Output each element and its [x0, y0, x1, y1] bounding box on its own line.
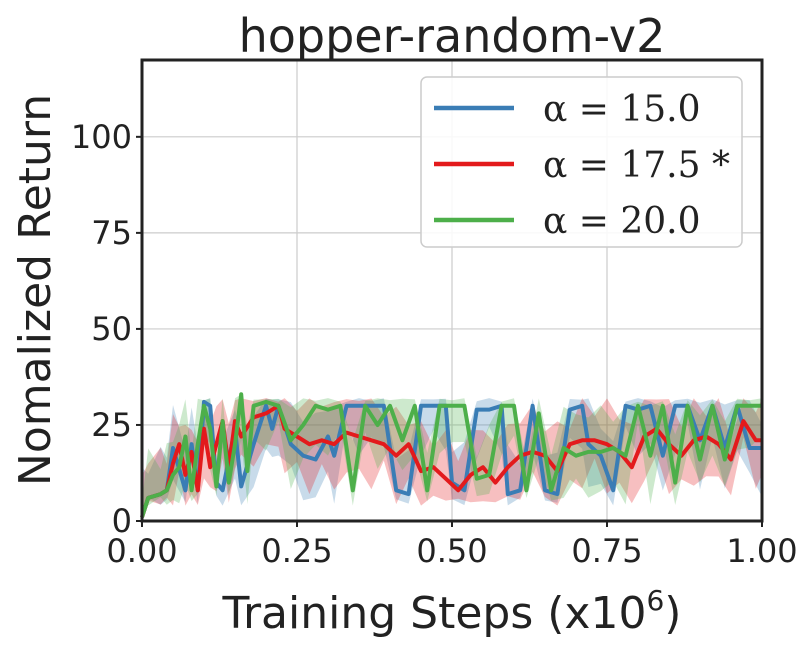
legend: α = 15.0 α = 17.5 * α = 20.0 — [420, 76, 743, 248]
confidence-band-1 — [142, 398, 762, 518]
y-tick-label: 0 — [112, 502, 132, 540]
confidence-bands — [142, 394, 762, 518]
x-tick-label: 0.50 — [416, 532, 487, 570]
x-axis-label-main: Training Steps (x10 — [222, 588, 647, 639]
y-tick-label: 25 — [91, 406, 132, 444]
x-axis-label-exponent: 6 — [646, 584, 664, 617]
legend-label: α = 20.0 — [543, 201, 701, 242]
confidence-band-3 — [142, 394, 762, 518]
series-line-3 — [140, 392, 762, 518]
y-tick-label: 100 — [71, 118, 132, 156]
y-axis-ticks: 0 25 50 75 100 — [71, 118, 142, 540]
chart-title: hopper-random-v2 — [239, 9, 666, 63]
x-tick-label: 0.25 — [261, 532, 332, 570]
x-tick-label: 1.00 — [726, 532, 797, 570]
y-tick-label: 50 — [91, 310, 132, 348]
legend-label: α = 17.5 * — [543, 145, 730, 186]
legend-box — [420, 76, 743, 248]
y-tick-label: 75 — [91, 214, 132, 252]
series-lines — [140, 392, 762, 518]
x-axis-ticks: 0.00 0.25 0.50 0.75 1.00 — [106, 521, 798, 570]
x-axis-label: Training Steps (x106) — [222, 584, 682, 639]
series-line-2 — [140, 403, 762, 518]
x-tick-label: 0.75 — [571, 532, 642, 570]
x-tick-label: 0.00 — [106, 532, 177, 570]
y-axis-label: Nomalized Return — [10, 94, 61, 486]
confidence-band-2 — [142, 398, 762, 518]
legend-label: α = 15.0 — [543, 89, 701, 130]
x-axis-label-close: ) — [664, 588, 681, 639]
